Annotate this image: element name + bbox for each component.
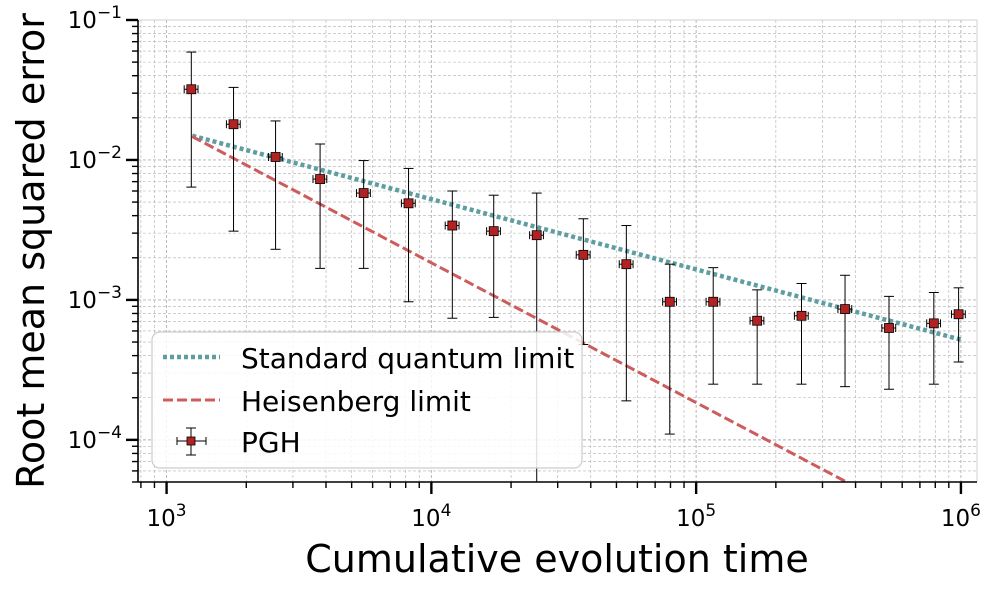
x-tick-label: 104: [411, 501, 451, 532]
x-axis-label: Cumulative evolution time: [305, 537, 808, 581]
ticks: 103 104 105 106 10−4 10−3 10−2 10−1: [68, 3, 981, 532]
pgh-point: [186, 84, 197, 95]
pgh-point: [884, 323, 894, 333]
pgh-point: [752, 315, 763, 326]
legend-pgh-marker: [186, 436, 196, 446]
x-tick-label: 105: [676, 501, 716, 532]
y-tick-label: 10−3: [68, 283, 122, 314]
pgh-point: [403, 198, 414, 209]
x-tick-label: 106: [941, 501, 981, 532]
pgh-point: [928, 318, 939, 329]
y-tick-label: 10−2: [68, 143, 122, 174]
y-tick-label: 10−1: [68, 3, 122, 34]
x-tick-label: 103: [147, 501, 187, 532]
pgh-point: [953, 309, 964, 320]
legend-box: [151, 331, 583, 469]
pgh-point: [621, 259, 632, 270]
pgh-point: [840, 304, 850, 314]
pgh-point: [447, 220, 458, 231]
pgh-point: [270, 152, 281, 162]
pgh-point: [315, 174, 325, 184]
pgh-point: [796, 310, 807, 321]
pgh-point: [664, 296, 675, 307]
legend-sql-label: Standard quantum limit: [241, 342, 574, 375]
pgh-point: [531, 230, 542, 241]
pgh-point: [708, 296, 719, 307]
y-axis-label: Root mean squared error: [9, 13, 53, 489]
pgh-point: [578, 249, 589, 260]
legend: Standard quantum limit Heisenberg limit …: [151, 331, 583, 469]
legend-pgh-label: PGH: [241, 426, 301, 459]
pgh-point: [358, 188, 369, 198]
legend-hl-label: Heisenberg limit: [241, 385, 471, 418]
y-tick-label: 10−4: [68, 423, 122, 454]
pgh-point: [488, 226, 499, 237]
pgh-point: [228, 119, 239, 130]
